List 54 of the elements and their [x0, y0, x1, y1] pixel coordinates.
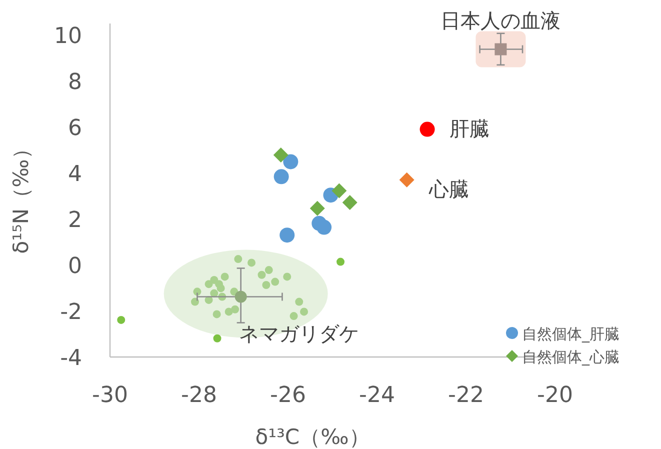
x-tick-label: -20 — [537, 383, 573, 408]
legend-label: 自然個体_肝臓 — [522, 325, 620, 343]
point — [264, 266, 273, 274]
y-tick-label: 10 — [54, 24, 82, 49]
point — [204, 280, 213, 288]
annotation: 日本人の血液 — [440, 8, 561, 32]
x-tick-label: -26 — [270, 383, 306, 408]
x-tick-label: -30 — [92, 383, 128, 408]
point — [310, 200, 325, 216]
annotation: 心臓 — [428, 176, 469, 201]
y-tick-label: 0 — [68, 254, 82, 279]
point — [300, 308, 308, 316]
point — [494, 43, 507, 56]
legend-label: 自然個体_心臓 — [522, 348, 620, 366]
point — [342, 194, 358, 210]
point — [224, 308, 233, 316]
x-axis-title: δ¹³C（‰） — [255, 425, 370, 449]
point — [248, 258, 256, 267]
point — [234, 255, 242, 264]
point — [271, 278, 280, 286]
point — [273, 148, 288, 163]
annotation: ネマガリダケ — [238, 322, 359, 346]
point — [332, 183, 347, 198]
x-tick-label: -22 — [448, 383, 484, 408]
y-tick-label: 4 — [68, 162, 82, 187]
y-tick-label: 8 — [68, 70, 82, 95]
point — [258, 270, 266, 279]
x-tick-label: -28 — [181, 383, 217, 408]
point — [399, 172, 414, 188]
point — [274, 169, 289, 184]
point — [262, 281, 270, 290]
point — [283, 272, 292, 281]
point — [295, 298, 304, 306]
point — [336, 258, 345, 266]
point — [280, 228, 295, 243]
point — [234, 290, 247, 303]
point — [283, 154, 298, 170]
point — [220, 272, 229, 281]
point — [117, 316, 126, 324]
point — [231, 305, 240, 314]
x-tick-label: -24 — [359, 383, 395, 408]
point — [290, 312, 298, 320]
point — [420, 122, 435, 137]
point — [216, 284, 225, 292]
point — [316, 220, 332, 235]
y-axis-title: δ¹⁵N（‰） — [9, 138, 33, 254]
point — [190, 298, 199, 306]
y-tick-label: 2 — [68, 208, 82, 233]
point — [213, 334, 222, 342]
point — [212, 310, 221, 318]
annotation: 肝臓 — [449, 116, 490, 140]
y-tick-label: -2 — [60, 300, 82, 325]
y-tick-label: -4 — [60, 346, 82, 371]
y-tick-label: 6 — [68, 116, 82, 141]
